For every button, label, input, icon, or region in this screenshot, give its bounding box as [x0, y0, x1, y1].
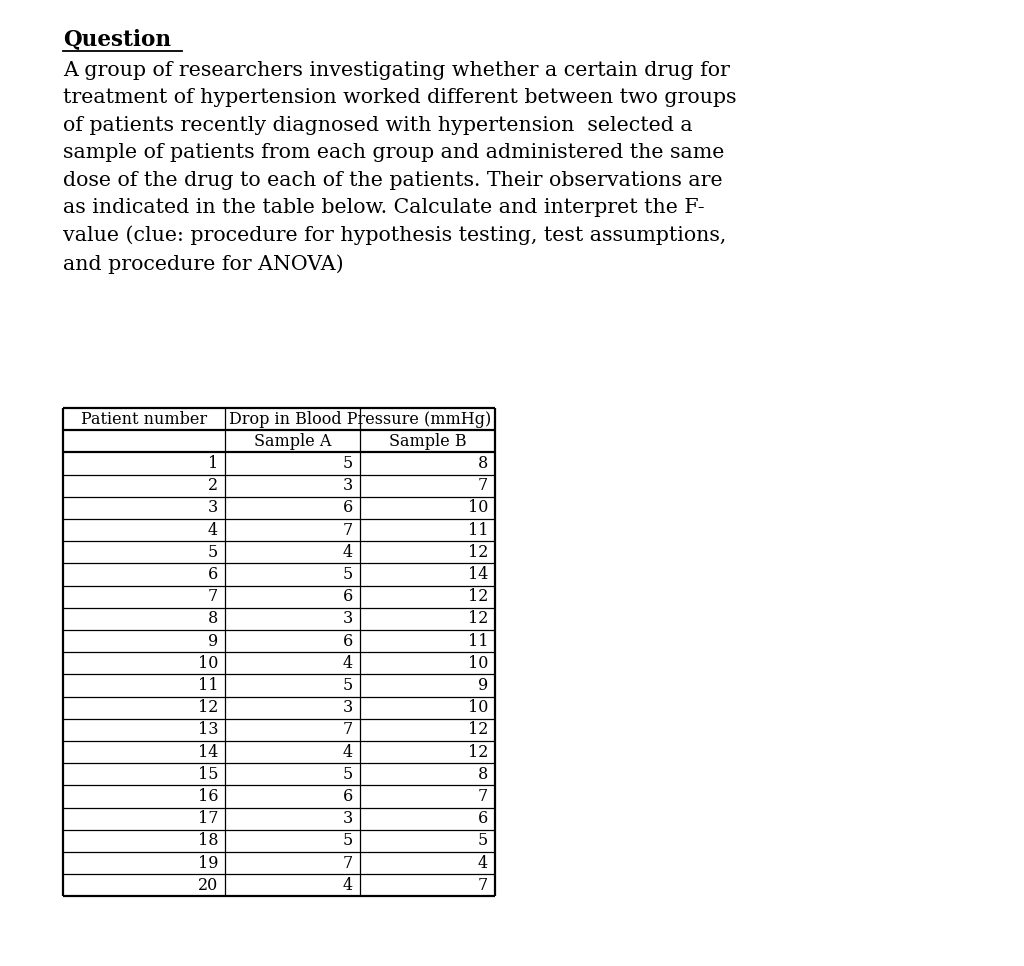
Text: 14: 14 [198, 744, 218, 760]
Text: 5: 5 [343, 566, 353, 583]
Text: Question: Question [63, 28, 171, 50]
Text: 13: 13 [198, 722, 218, 738]
Text: 12: 12 [198, 699, 218, 716]
Text: 7: 7 [343, 722, 353, 738]
Text: 6: 6 [478, 810, 488, 827]
Text: 8: 8 [478, 455, 488, 472]
Text: 11: 11 [198, 677, 218, 694]
Text: 7: 7 [208, 588, 218, 606]
Text: 4: 4 [208, 522, 218, 539]
Text: 5: 5 [478, 833, 488, 849]
Text: 7: 7 [343, 855, 353, 871]
Text: 12: 12 [468, 722, 488, 738]
Text: 6: 6 [343, 499, 353, 517]
Text: 12: 12 [468, 544, 488, 561]
Text: 3: 3 [208, 499, 218, 517]
Text: 4: 4 [343, 877, 353, 894]
Text: 7: 7 [478, 788, 488, 805]
Text: 8: 8 [478, 766, 488, 782]
Text: 7: 7 [343, 522, 353, 539]
Text: 10: 10 [468, 699, 488, 716]
Text: 6: 6 [343, 788, 353, 805]
Text: 10: 10 [468, 655, 488, 671]
Text: Sample A: Sample A [254, 433, 331, 450]
Text: 11: 11 [468, 522, 488, 539]
Text: 7: 7 [478, 477, 488, 495]
Text: 15: 15 [198, 766, 218, 782]
Text: 16: 16 [198, 788, 218, 805]
Text: 12: 12 [468, 588, 488, 606]
Text: 4: 4 [478, 855, 488, 871]
Text: 19: 19 [198, 855, 218, 871]
Text: 3: 3 [343, 810, 353, 827]
Text: 12: 12 [468, 611, 488, 627]
Text: Drop in Blood Pressure (mmHg): Drop in Blood Pressure (mmHg) [229, 411, 492, 428]
Text: 10: 10 [198, 655, 218, 671]
Text: 7: 7 [478, 877, 488, 894]
Text: Patient number: Patient number [81, 411, 207, 428]
Text: 3: 3 [343, 611, 353, 627]
Text: 20: 20 [198, 877, 218, 894]
Text: 1: 1 [208, 455, 218, 472]
Text: 6: 6 [208, 566, 218, 583]
Text: 10: 10 [468, 499, 488, 517]
Text: 17: 17 [198, 810, 218, 827]
Text: 5: 5 [208, 544, 218, 561]
Text: 4: 4 [343, 744, 353, 760]
Text: 18: 18 [198, 833, 218, 849]
Text: 2: 2 [208, 477, 218, 495]
Text: 4: 4 [343, 544, 353, 561]
Text: 5: 5 [343, 833, 353, 849]
Text: 12: 12 [468, 744, 488, 760]
Text: 9: 9 [208, 633, 218, 649]
Text: A group of researchers investigating whether a certain drug for
treatment of hyp: A group of researchers investigating whe… [63, 61, 736, 274]
Text: Sample B: Sample B [389, 433, 466, 450]
Text: 3: 3 [343, 699, 353, 716]
Text: 14: 14 [468, 566, 488, 583]
Text: 5: 5 [343, 766, 353, 782]
Text: 9: 9 [478, 677, 488, 694]
Text: 5: 5 [343, 455, 353, 472]
Text: 6: 6 [343, 633, 353, 649]
Text: 6: 6 [343, 588, 353, 606]
Text: 11: 11 [468, 633, 488, 649]
Text: 8: 8 [208, 611, 218, 627]
Text: 5: 5 [343, 677, 353, 694]
Text: 4: 4 [343, 655, 353, 671]
Text: 3: 3 [343, 477, 353, 495]
